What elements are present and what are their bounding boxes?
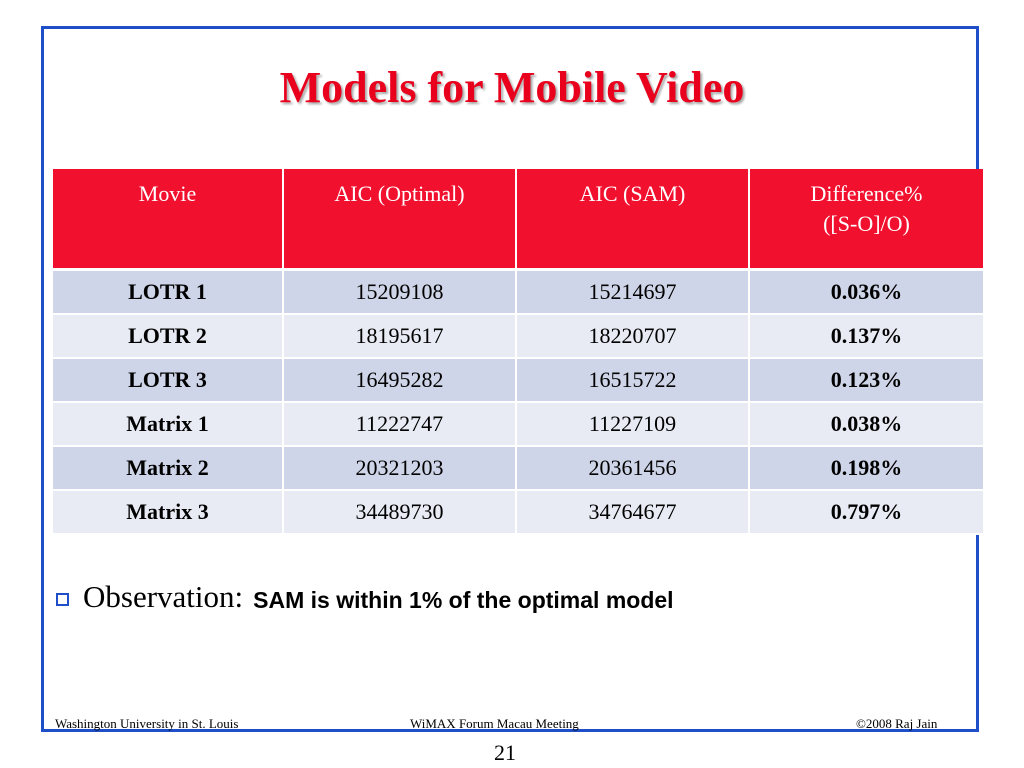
cell-aic-optimal: 15209108: [282, 268, 517, 315]
table-row: Matrix 3 34489730 34764677 0.797%: [51, 489, 985, 535]
cell-aic-sam: 34764677: [515, 489, 750, 535]
square-bullet-icon: [56, 592, 69, 606]
cell-movie: LOTR 1: [51, 268, 284, 315]
cell-difference: 0.797%: [748, 489, 985, 535]
table-row: Matrix 1 11222747 11227109 0.038%: [51, 401, 985, 447]
table-row: LOTR 2 18195617 18220707 0.137%: [51, 313, 985, 359]
footer-event: WiMAX Forum Macau Meeting: [410, 716, 579, 731]
observation-bullet: Observation: SAM is within 1% of the opt…: [56, 575, 674, 619]
cell-movie: LOTR 2: [51, 313, 284, 359]
observation-label: Observation:: [83, 579, 244, 614]
cell-aic-optimal: 34489730: [282, 489, 517, 535]
cell-difference: 0.123%: [748, 357, 985, 403]
cell-aic-optimal: 20321203: [282, 445, 517, 491]
table-row: Matrix 2 20321203 20361456 0.198%: [51, 445, 985, 491]
slide-title: Models for Mobile Video: [279, 63, 745, 112]
header-aic-optimal: AIC (Optimal): [282, 169, 517, 270]
header-difference: Difference% ([S-O]/O): [748, 169, 985, 270]
footer-copyright: ©2008 Raj Jain: [856, 716, 938, 731]
cell-aic-optimal: 18195617: [282, 313, 517, 359]
observation-text: SAM is within 1% of the optimal model: [253, 586, 674, 613]
cell-aic-sam: 18220707: [515, 313, 750, 359]
cell-aic-sam: 15214697: [515, 268, 750, 315]
cell-aic-sam: 16515722: [515, 357, 750, 403]
cell-difference: 0.036%: [748, 268, 985, 315]
cell-difference: 0.137%: [748, 313, 985, 359]
cell-movie: Matrix 3: [51, 489, 284, 535]
header-difference-line1: Difference%: [810, 181, 923, 206]
page-number: 21: [494, 740, 516, 765]
cell-aic-sam: 11227109: [515, 401, 750, 447]
cell-difference: 0.038%: [748, 401, 985, 447]
header-movie: Movie: [51, 169, 284, 270]
results-table: Movie AIC (Optimal) AIC (SAM) Difference…: [51, 169, 985, 535]
header-aic-sam: AIC (SAM): [515, 169, 750, 270]
header-difference-line2: ([S-O]/O): [823, 211, 910, 236]
table-row: LOTR 3 16495282 16515722 0.123%: [51, 357, 985, 403]
cell-aic-sam: 20361456: [515, 445, 750, 491]
table-header-row: Movie AIC (Optimal) AIC (SAM) Difference…: [51, 169, 985, 270]
cell-movie: LOTR 3: [51, 357, 284, 403]
cell-aic-optimal: 16495282: [282, 357, 517, 403]
cell-aic-optimal: 11222747: [282, 401, 517, 447]
footer-institution: Washington University in St. Louis: [55, 716, 239, 731]
cell-movie: Matrix 1: [51, 401, 284, 447]
cell-movie: Matrix 2: [51, 445, 284, 491]
table-row: LOTR 1 15209108 15214697 0.036%: [51, 268, 985, 315]
cell-difference: 0.198%: [748, 445, 985, 491]
